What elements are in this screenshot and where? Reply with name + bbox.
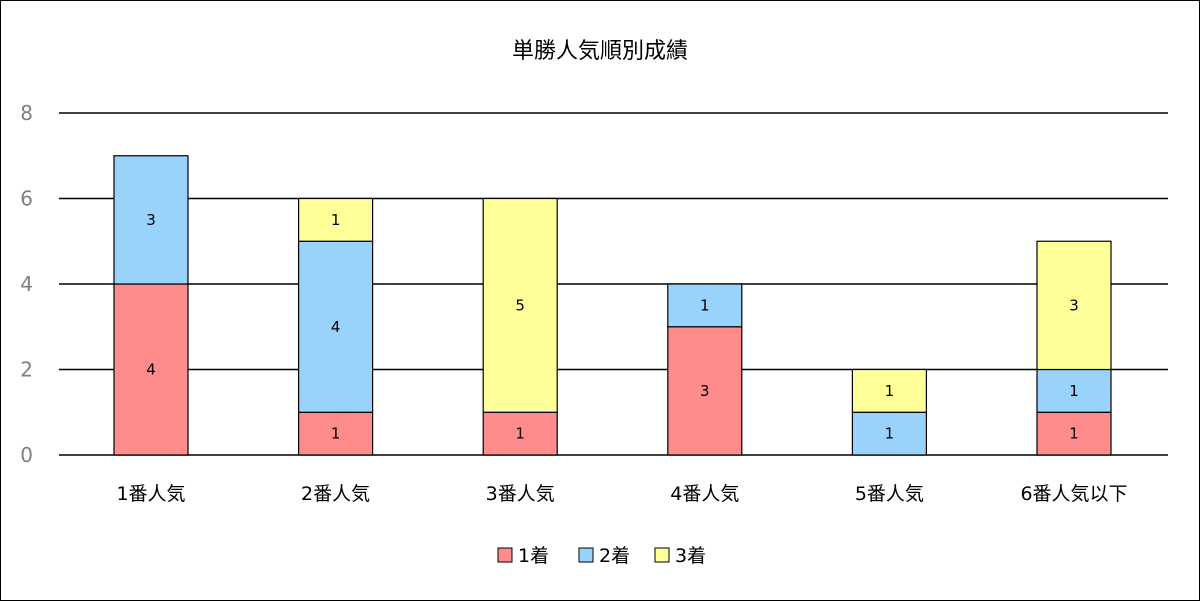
bar-segment-6-3 [1036, 240, 1112, 371]
bar-segment-3-3 [482, 197, 558, 413]
bar-segment-6-2 [1036, 368, 1112, 413]
y-tick-label: 0 [20, 443, 33, 467]
y-tick-label: 8 [20, 101, 33, 125]
x-category-label: 2番人気 [301, 483, 370, 505]
data-label: 3 [700, 382, 710, 400]
legend-entry-label: 2着 [599, 545, 630, 567]
x-category-label: 1番人気 [116, 483, 185, 505]
bar-segment-6-1 [1036, 411, 1112, 456]
legend-swatch-1 [497, 547, 513, 563]
x-category-label: 3番人気 [486, 483, 555, 505]
data-label: 4 [146, 361, 156, 379]
data-label: 5 [515, 296, 525, 314]
bar-segment-4-2 [667, 283, 743, 328]
x-category-label: 4番人気 [670, 483, 739, 505]
legend-entry-label: 3着 [675, 545, 706, 567]
data-label: 4 [331, 318, 341, 336]
data-label: 1 [1069, 382, 1079, 400]
y-tick-label: 2 [20, 358, 33, 382]
y-tick-label: 4 [20, 272, 33, 296]
data-label: 1 [515, 425, 525, 443]
y-tick-label: 6 [20, 187, 33, 211]
bar-segment-1-2 [113, 155, 189, 285]
data-label: 1 [331, 211, 341, 229]
data-label: 1 [1069, 425, 1079, 443]
data-label: 1 [331, 425, 341, 443]
legend: 1着 2着 3着 [497, 545, 706, 567]
legend-swatch-2 [578, 547, 594, 563]
bar-segment-1-1 [113, 283, 189, 456]
y-axis-ticks: 0 2 4 6 8 [20, 101, 33, 467]
bars [113, 155, 1112, 456]
bar-segment-2-3 [298, 197, 374, 242]
data-label: 1 [885, 382, 895, 400]
data-label: 1 [885, 425, 895, 443]
data-label: 3 [1069, 296, 1079, 314]
bar-segment-4-1 [667, 326, 743, 456]
x-category-label: 6番人気以下 [1020, 483, 1127, 505]
bar-segment-5-3 [851, 368, 928, 413]
data-labels: 4 3 1 4 1 1 5 3 1 1 1 1 1 3 [146, 211, 1079, 443]
gridlines [59, 112, 1168, 456]
chart-title: 単勝人気順別成績 [512, 39, 688, 64]
legend-entry-label: 1着 [518, 545, 549, 567]
legend-swatch-3 [654, 547, 670, 563]
x-category-label: 5番人気 [855, 483, 924, 505]
data-label: 1 [700, 296, 710, 314]
data-label: 3 [146, 211, 156, 229]
bar-segment-5-2 [851, 411, 928, 456]
x-axis-categories: 1番人気 2番人気 3番人気 4番人気 5番人気 6番人気以下 [116, 483, 1127, 505]
